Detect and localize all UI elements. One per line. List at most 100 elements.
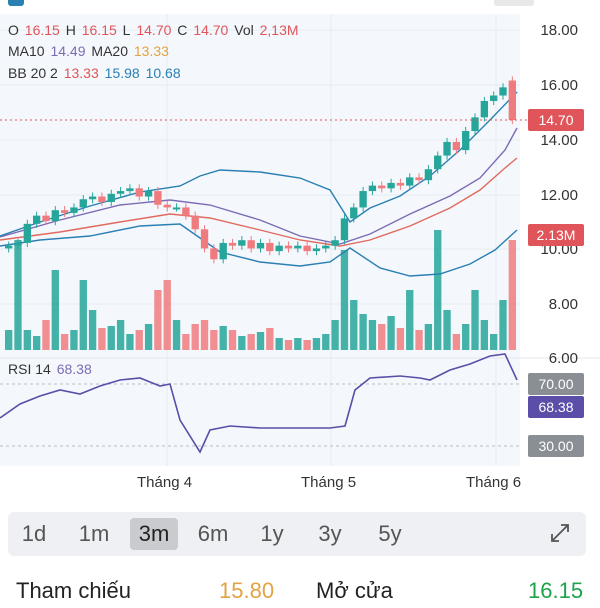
volume-label: Vol	[234, 22, 254, 38]
tab-5y[interactable]: 5y	[378, 521, 402, 546]
candle-body	[340, 218, 349, 241]
candle-body	[182, 207, 190, 216]
rsi-lower-tag: 30.00	[528, 435, 584, 457]
volume-bar	[350, 300, 358, 350]
volume-bar	[331, 320, 339, 350]
candle-body	[284, 245, 293, 249]
candle-body	[200, 229, 209, 249]
volume-bar	[247, 334, 255, 350]
x-tick-thang-5: Tháng 5	[301, 474, 357, 491]
volume-bar	[116, 320, 125, 350]
volume-bar	[378, 324, 386, 350]
candle-body	[396, 182, 405, 186]
y-tick-6: 6.00	[548, 350, 578, 367]
candle-body	[303, 245, 311, 252]
candle-body	[452, 141, 461, 151]
candle-body	[51, 210, 59, 222]
volume-bar	[228, 330, 237, 350]
candle-body	[42, 215, 50, 222]
open-price-label: Mở cửa	[316, 578, 393, 603]
rsi-value-tag: 68.38	[528, 396, 584, 418]
volume-bar	[79, 280, 87, 350]
candle-body	[5, 245, 13, 249]
candle-body	[247, 240, 255, 249]
volume-bar	[322, 334, 330, 350]
volume-bar	[266, 328, 274, 350]
volume-bar	[126, 334, 134, 350]
top-edge-marker	[494, 0, 534, 6]
tab-1m[interactable]: 1m	[78, 521, 110, 546]
volume-bar	[51, 270, 59, 350]
candle-body	[471, 117, 479, 132]
rsi-label: RSI 14	[8, 361, 51, 377]
low-label: L	[122, 22, 131, 38]
volume-bar	[135, 330, 143, 350]
rsi-line	[0, 353, 518, 454]
candle-body	[219, 242, 227, 260]
y-tick-12: 12.00	[540, 187, 578, 204]
top-edge-marker	[8, 0, 24, 6]
volume-bar	[191, 324, 199, 350]
volume-bar	[415, 330, 423, 350]
high-label: H	[65, 22, 76, 38]
candle-body	[322, 245, 330, 249]
volume-bar	[238, 336, 246, 350]
candle-body	[144, 191, 153, 197]
candle-body	[107, 193, 115, 202]
volume-bar	[154, 290, 162, 350]
open-value: 16.15	[24, 22, 60, 38]
volume-bar	[490, 334, 498, 350]
tab-6m[interactable]: 6m	[197, 521, 229, 546]
candle-body	[424, 169, 433, 181]
expand-icon[interactable]	[548, 521, 572, 545]
volume-bar	[368, 320, 377, 350]
candle-body	[266, 242, 274, 252]
volume-bar	[312, 338, 321, 350]
candle-body	[312, 248, 321, 252]
close-value: 14.70	[193, 22, 229, 38]
tab-1d[interactable]: 1d	[21, 521, 47, 546]
volume-bar	[499, 300, 507, 350]
volume-bar	[340, 250, 349, 350]
low-value: 14.70	[136, 22, 172, 38]
volume-bar	[5, 330, 13, 350]
candle-body	[126, 188, 134, 192]
candle-body	[415, 177, 423, 181]
volume-bar	[172, 320, 181, 350]
volume-bar	[14, 240, 22, 350]
rsi-upper-tag: 70.00	[528, 373, 584, 395]
volume-bar	[443, 310, 451, 350]
volume-tag: 2.13M	[528, 224, 584, 246]
volume-bar	[508, 240, 516, 350]
volume-bar	[406, 290, 414, 350]
open-label: O	[8, 22, 19, 38]
candle-body	[434, 155, 442, 170]
rsi-legend: RSI 14 68.38	[8, 361, 94, 377]
bb-upper-value: 15.98	[104, 65, 140, 81]
candle-body	[443, 141, 451, 156]
candle-body	[154, 191, 162, 205]
candle-body	[98, 196, 106, 202]
volume-bar	[396, 328, 405, 350]
candle-body	[275, 245, 283, 252]
candle-body	[14, 242, 22, 246]
volume-bar	[387, 316, 395, 350]
tab-3y[interactable]: 3y	[318, 521, 342, 546]
x-tick-thang-4: Tháng 4	[137, 474, 193, 491]
tab-3m[interactable]: 3m	[130, 518, 178, 550]
tab-1y[interactable]: 1y	[260, 521, 284, 546]
volume-bar	[275, 338, 283, 350]
volume-bar	[480, 320, 489, 350]
close-label: C	[177, 22, 188, 38]
y-tick-16: 16.00	[540, 77, 578, 94]
volume-bar	[98, 328, 106, 350]
candle-body	[32, 215, 41, 224]
volume-bar	[163, 280, 171, 350]
reference-row: Tham chiếu 15.80 Mở cửa 16.15	[0, 578, 600, 608]
candle-body	[350, 207, 358, 219]
candle-body	[210, 248, 218, 260]
bb-lower-value: 10.68	[145, 65, 181, 81]
price-chart[interactable]	[0, 0, 600, 470]
candles	[5, 76, 516, 264]
volume-bar	[144, 324, 153, 350]
